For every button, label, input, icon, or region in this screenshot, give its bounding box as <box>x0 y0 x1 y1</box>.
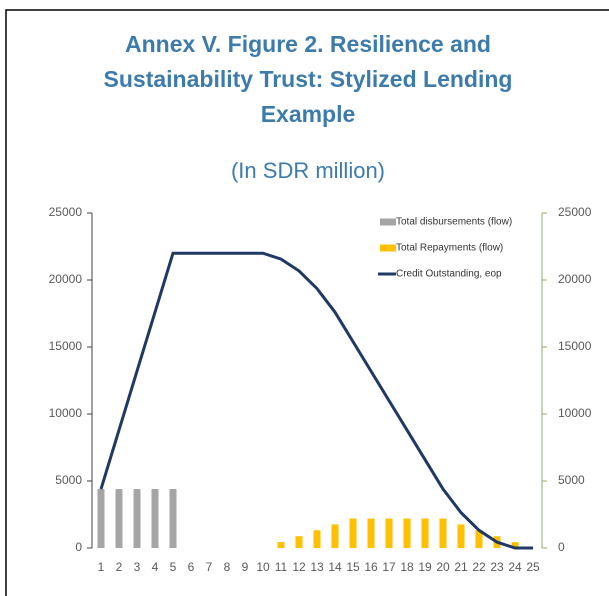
x-tick-label: 5 <box>170 560 177 574</box>
x-tick-label: 16 <box>364 560 378 574</box>
x-tick-label: 15 <box>346 560 360 574</box>
x-tick-label: 18 <box>400 560 414 574</box>
y2-tick-label: 20000 <box>558 272 592 286</box>
legend-swatch <box>380 244 396 252</box>
bar <box>151 489 159 548</box>
x-tick-label: 21 <box>454 560 468 574</box>
x-tick-label: 7 <box>206 560 213 574</box>
bar <box>331 524 339 548</box>
bar <box>367 518 375 548</box>
x-tick-label: 9 <box>242 560 249 574</box>
y-tick-label: 5000 <box>55 473 82 487</box>
x-tick-label: 2 <box>116 560 123 574</box>
chart-title: Annex V. Figure 2. Resilience and <box>125 31 491 57</box>
bar <box>385 518 393 548</box>
x-tick-label: 17 <box>382 560 396 574</box>
x-tick-label: 14 <box>328 560 342 574</box>
legend-swatch <box>380 218 396 226</box>
x-tick-label: 10 <box>256 560 270 574</box>
legend-label: Total Repayments (flow) <box>396 243 503 254</box>
bar <box>277 542 285 548</box>
y2-tick-label: 10000 <box>558 406 592 420</box>
bar <box>403 518 411 548</box>
x-tick-label: 24 <box>508 560 522 574</box>
bar <box>349 518 357 548</box>
chart-subtitle: (In SDR million) <box>231 158 385 183</box>
bar <box>439 518 447 548</box>
x-tick-label: 13 <box>310 560 324 574</box>
x-tick-label: 4 <box>152 560 159 574</box>
bar <box>169 489 177 548</box>
bar <box>295 536 303 548</box>
x-tick-label: 12 <box>292 560 306 574</box>
y2-tick-label: 5000 <box>558 473 585 487</box>
x-tick-label: 8 <box>224 560 231 574</box>
y2-tick-label: 15000 <box>558 339 592 353</box>
x-tick-label: 1 <box>98 560 105 574</box>
bar <box>133 489 141 548</box>
x-tick-label: 11 <box>275 560 288 574</box>
bar <box>115 489 123 548</box>
y-tick-label: 25000 <box>49 205 83 219</box>
bar <box>511 542 519 548</box>
y2-tick-label: 25000 <box>558 205 592 219</box>
y-tick-label: 15000 <box>49 339 83 353</box>
x-tick-label: 20 <box>436 560 450 574</box>
y-tick-label: 20000 <box>49 272 83 286</box>
y-tick-label: 0 <box>75 540 82 554</box>
legend-label: Total disbursements (flow) <box>396 217 512 228</box>
chart-title: Sustainability Trust: Stylized Lending <box>104 66 513 92</box>
y-tick-label: 10000 <box>49 406 83 420</box>
y2-tick-label: 0 <box>558 540 565 554</box>
x-tick-label: 6 <box>188 560 195 574</box>
bar <box>457 524 465 548</box>
x-tick-label: 3 <box>134 560 141 574</box>
line <box>99 251 533 550</box>
chart-title: Example <box>261 101 356 127</box>
bar <box>421 518 429 548</box>
legend-label: Credit Outstanding, eop <box>396 269 502 280</box>
x-tick-label: 25 <box>526 560 540 574</box>
x-tick-label: 22 <box>472 560 486 574</box>
frame <box>5 9 609 596</box>
bar <box>313 530 321 548</box>
x-tick-label: 23 <box>490 560 504 574</box>
x-tick-label: 19 <box>418 560 432 574</box>
bar <box>475 530 483 548</box>
bar <box>97 489 105 548</box>
